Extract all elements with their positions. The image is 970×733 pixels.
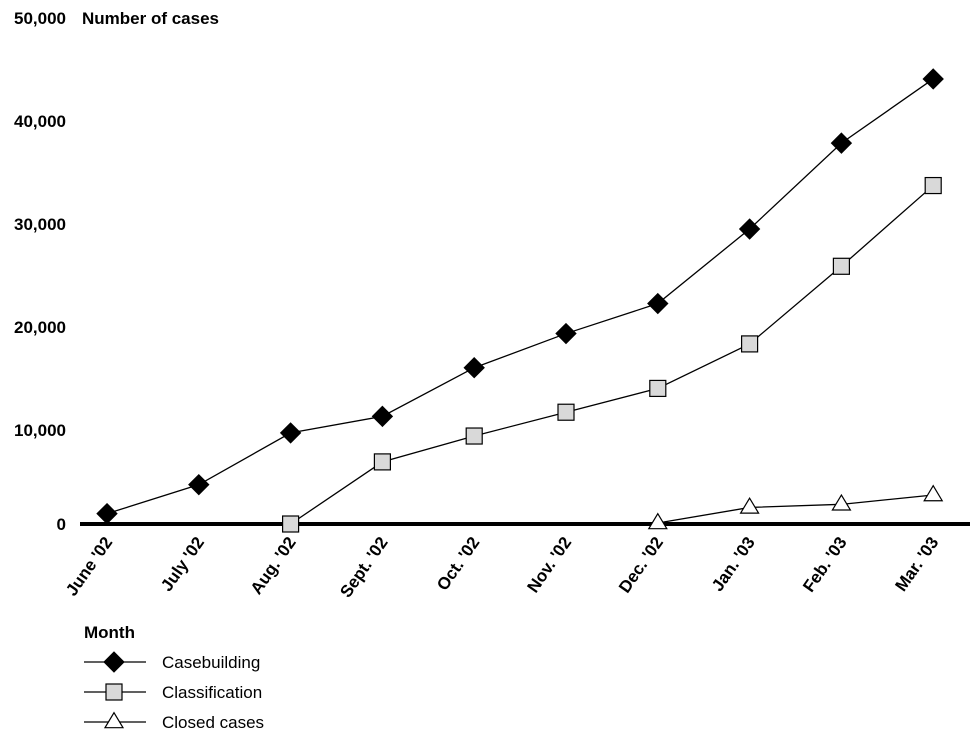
- series-casebuilding: [96, 68, 944, 525]
- x-tick-label: Nov. '02: [523, 533, 575, 596]
- legend-item-closed-cases: Closed cases: [84, 711, 264, 732]
- x-tick-label: Aug. '02: [247, 533, 300, 598]
- classification-point: [557, 403, 575, 421]
- legend: Month Casebuilding Classification Closed c…: [84, 623, 264, 732]
- x-axis-title: Month: [84, 623, 135, 642]
- casebuilding-point: [830, 132, 853, 154]
- casebuilding-line: [106, 78, 934, 515]
- x-tick-label: Sept. '02: [336, 533, 391, 601]
- y-axis: 0 10,000 20,000 30,000 40,000 50,000: [14, 9, 66, 534]
- y-tick-label: 0: [57, 515, 66, 534]
- y-axis-title: Number of cases: [82, 9, 219, 28]
- y-tick-label: 30,000: [14, 215, 66, 234]
- legend-label: Closed cases: [162, 713, 264, 732]
- y-tick-label: 10,000: [14, 421, 66, 440]
- casebuilding-point: [555, 322, 577, 345]
- x-tick-label: Feb. '03: [799, 533, 850, 595]
- y-tick-label: 20,000: [14, 318, 66, 337]
- closed-cases-line: [657, 494, 934, 524]
- x-tick-label: Jan. '03: [708, 533, 759, 594]
- legend-marker: [103, 711, 125, 729]
- casebuilding-point: [96, 502, 118, 525]
- casebuilding-point: [279, 422, 302, 444]
- legend-marker: [103, 651, 125, 673]
- legend-marker: [105, 683, 123, 701]
- classification-point: [373, 453, 391, 471]
- classification-point: [465, 427, 483, 445]
- x-tick-label: Mar. '03: [892, 533, 943, 594]
- legend-item-classification: Classification: [84, 683, 262, 702]
- x-axis: June '02 July '02 Aug. '02 Sept. '02 Oct. '0…: [62, 522, 970, 601]
- casebuilding-point: [463, 357, 485, 379]
- x-tick-label: July '02: [157, 533, 208, 594]
- series-classification: [282, 176, 942, 533]
- casebuilding-point: [922, 68, 944, 90]
- closed-cases-point: [923, 484, 944, 502]
- closed-cases-point: [647, 512, 668, 530]
- casebuilding-point: [647, 292, 669, 315]
- closed-cases-point: [831, 493, 852, 511]
- legend-label: Casebuilding: [162, 653, 260, 672]
- closed-cases-point: [739, 496, 760, 514]
- legend-item-casebuilding: Casebuilding: [84, 651, 260, 673]
- series-closed-cases: [647, 484, 944, 530]
- classification-point: [282, 515, 300, 533]
- classification-point: [832, 257, 851, 275]
- y-tick-label: 50,000: [14, 9, 66, 28]
- x-tick-label: Dec. '02: [615, 533, 667, 596]
- classification-line: [290, 185, 934, 525]
- legend-label: Classification: [162, 683, 262, 702]
- classification-point: [740, 335, 759, 353]
- casebuilding-point: [371, 405, 394, 428]
- x-tick-label: Oct. '02: [433, 533, 483, 594]
- y-tick-label: 40,000: [14, 112, 66, 131]
- classification-point: [649, 379, 667, 398]
- casebuilding-point: [188, 473, 210, 496]
- classification-point: [924, 176, 942, 195]
- casebuilding-point: [738, 218, 761, 240]
- x-tick-label: June '02: [62, 533, 116, 599]
- series-layer: [96, 68, 944, 533]
